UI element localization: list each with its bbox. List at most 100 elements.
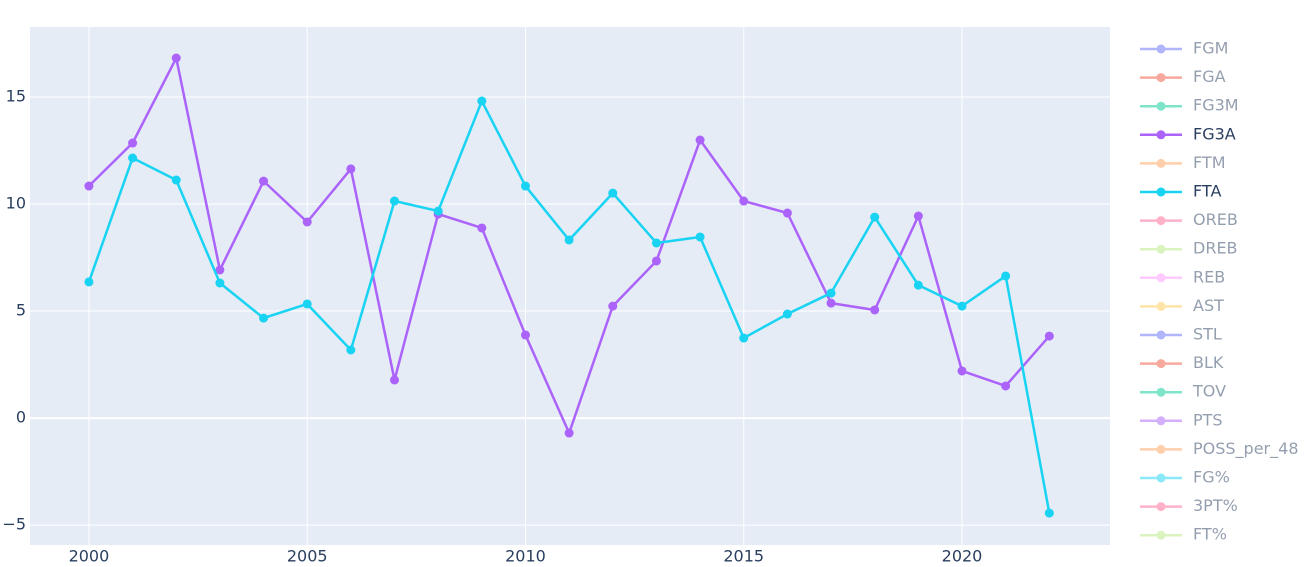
- data-point: [84, 277, 94, 287]
- legend-marker: [1156, 44, 1166, 54]
- data-point: [346, 345, 356, 355]
- legend-label: FTA: [1193, 182, 1221, 201]
- legend-label: FG%: [1193, 468, 1230, 487]
- legend-label: FGM: [1193, 39, 1228, 58]
- data-point: [1001, 381, 1011, 391]
- legend-marker: [1156, 473, 1166, 483]
- data-point: [608, 301, 618, 311]
- legend-item[interactable]: BLK: [1140, 353, 1224, 372]
- data-point: [433, 206, 443, 216]
- legend-item[interactable]: TOV: [1140, 382, 1226, 401]
- legend-item[interactable]: POSS_per_48: [1140, 439, 1299, 459]
- legend-item[interactable]: FTM: [1140, 153, 1226, 172]
- legend-label: DREB: [1193, 239, 1238, 258]
- data-point: [870, 212, 880, 222]
- data-point: [913, 280, 923, 290]
- legend-item[interactable]: 3PT%: [1140, 496, 1238, 515]
- legend-label: FGA: [1193, 67, 1226, 86]
- legend-label: OREB: [1193, 210, 1238, 229]
- legend-marker: [1156, 502, 1166, 512]
- legend-item[interactable]: FG%: [1140, 468, 1230, 487]
- legend-item[interactable]: OREB: [1140, 210, 1238, 229]
- x-tick-label: 2020: [942, 547, 983, 566]
- legend-marker: [1156, 216, 1166, 226]
- data-point: [695, 232, 705, 242]
- legend-item[interactable]: FTA: [1140, 182, 1221, 201]
- data-point: [215, 265, 225, 275]
- data-point: [84, 181, 94, 191]
- data-point: [913, 211, 923, 221]
- x-tick-label: 2005: [287, 547, 328, 566]
- legend-marker: [1156, 273, 1166, 283]
- y-tick-label: 10: [6, 194, 26, 213]
- y-tick-label: −5: [2, 515, 26, 534]
- legend-marker: [1156, 158, 1166, 168]
- data-point: [651, 256, 661, 266]
- legend-marker: [1156, 444, 1166, 454]
- legend-label: POSS_per_48: [1193, 439, 1299, 459]
- legend-marker: [1156, 416, 1166, 426]
- legend-marker: [1156, 387, 1166, 397]
- legend-marker: [1156, 330, 1166, 340]
- data-point: [477, 96, 487, 106]
- data-point: [259, 313, 269, 323]
- data-point: [477, 223, 487, 233]
- data-point: [870, 305, 880, 315]
- legend-marker: [1156, 244, 1166, 254]
- legend-item[interactable]: STL: [1140, 325, 1222, 344]
- legend-label: TOV: [1192, 382, 1226, 401]
- y-tick-label: 0: [16, 408, 26, 427]
- data-point: [826, 298, 836, 308]
- legend-item[interactable]: FG3A: [1140, 124, 1236, 143]
- legend-marker: [1156, 359, 1166, 369]
- data-point: [520, 181, 530, 191]
- data-point: [826, 288, 836, 298]
- legend-item[interactable]: FGA: [1140, 67, 1226, 86]
- legend-label: FG3A: [1193, 124, 1236, 143]
- data-point: [651, 238, 661, 248]
- legend-item[interactable]: FT%: [1140, 525, 1227, 544]
- data-point: [1044, 508, 1054, 518]
- x-tick-label: 2015: [723, 547, 764, 566]
- legend-label: BLK: [1193, 353, 1224, 372]
- y-tick-label: 5: [16, 301, 26, 320]
- data-point: [259, 176, 269, 186]
- data-point: [957, 301, 967, 311]
- legend-item[interactable]: FGM: [1140, 39, 1228, 58]
- data-point: [739, 196, 749, 206]
- legend-marker: [1156, 187, 1166, 197]
- legend-item[interactable]: FG3M: [1140, 96, 1239, 115]
- legend-item[interactable]: PTS: [1140, 410, 1223, 429]
- legend-label: PTS: [1193, 410, 1223, 429]
- legend-label: STL: [1193, 325, 1222, 344]
- legend-item[interactable]: REB: [1140, 267, 1225, 286]
- data-point: [346, 164, 356, 174]
- data-point: [1001, 271, 1011, 281]
- data-point: [390, 375, 400, 385]
- legend-item[interactable]: DREB: [1140, 239, 1238, 258]
- data-point: [782, 309, 792, 319]
- data-point: [564, 428, 574, 438]
- data-point: [128, 153, 138, 163]
- x-tick-label: 2000: [69, 547, 110, 566]
- legend-label: AST: [1193, 296, 1224, 315]
- data-point: [215, 278, 225, 288]
- legend-marker: [1156, 73, 1166, 83]
- data-point: [608, 188, 618, 198]
- data-point: [1044, 331, 1054, 341]
- legend-label: 3PT%: [1193, 496, 1238, 515]
- data-point: [564, 235, 574, 245]
- legend-label: REB: [1193, 267, 1225, 286]
- plot-area: [30, 27, 1110, 545]
- legend-label: FG3M: [1193, 96, 1239, 115]
- legend-label: FTM: [1193, 153, 1226, 172]
- data-point: [171, 175, 181, 185]
- data-point: [128, 138, 138, 148]
- legend-marker: [1156, 530, 1166, 540]
- data-point: [390, 196, 400, 206]
- data-point: [302, 299, 312, 309]
- data-point: [171, 53, 181, 63]
- legend-marker: [1156, 301, 1166, 311]
- legend-item[interactable]: AST: [1140, 296, 1224, 315]
- data-point: [695, 135, 705, 145]
